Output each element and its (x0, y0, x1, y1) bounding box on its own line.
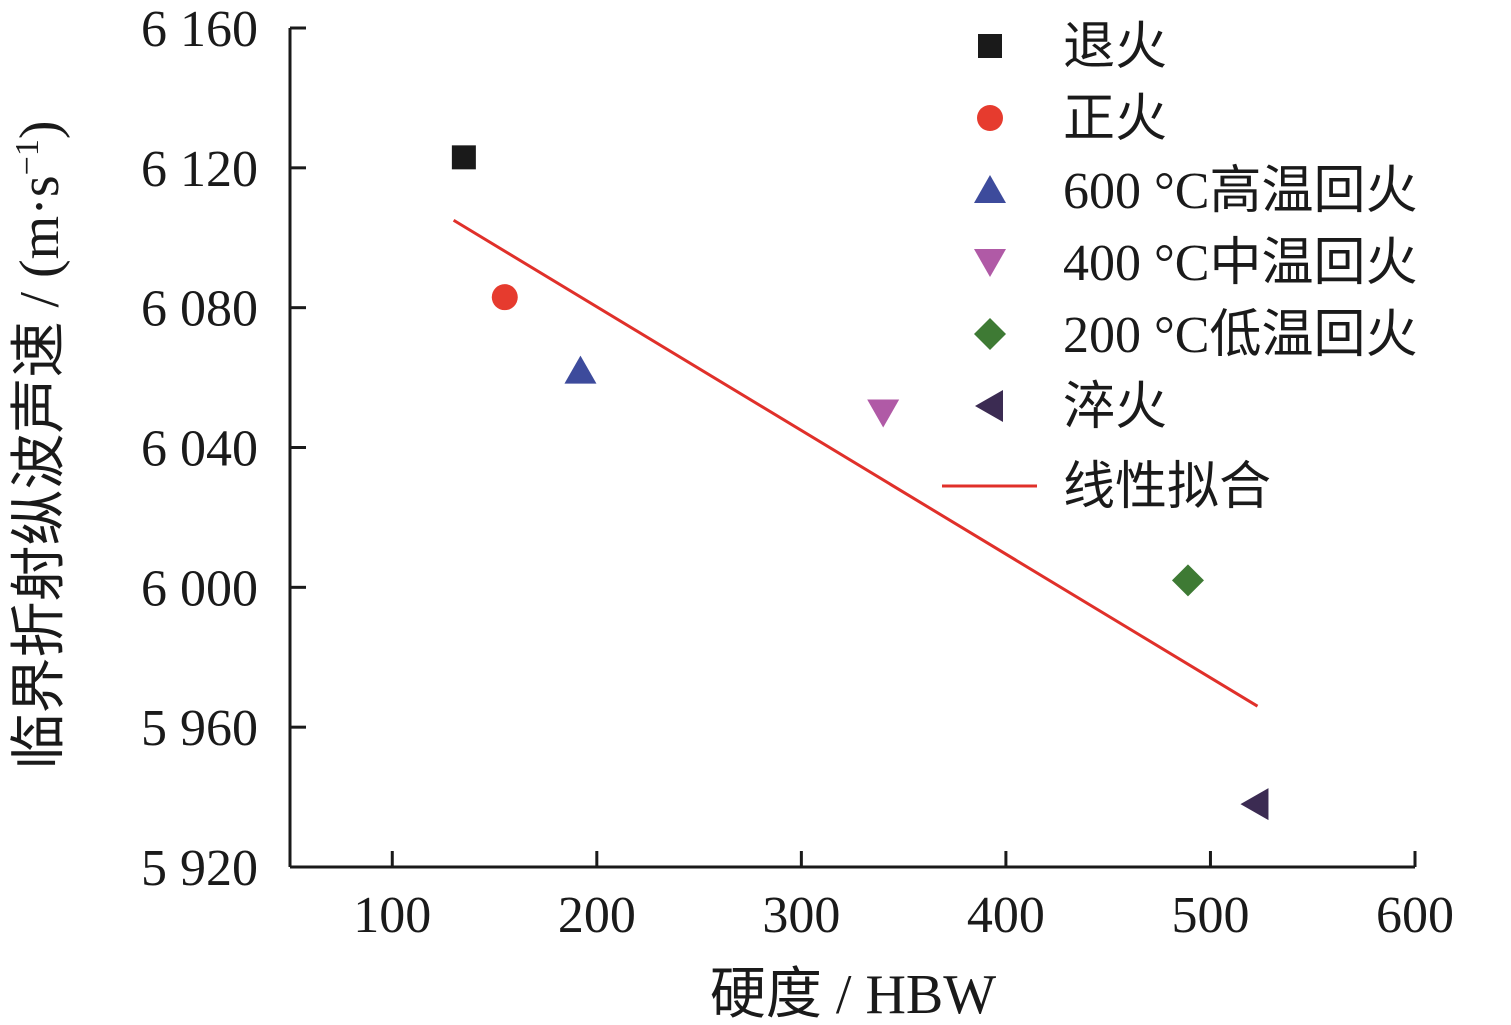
x-tick-label: 600 (1376, 887, 1454, 944)
data-point (491, 284, 518, 311)
y-axis-ticks: 5 920 5 960 6 000 6 040 6 080 6 120 6 160 (141, 1, 306, 897)
legend-marker (978, 34, 1002, 58)
y-axis-title-unit-exponent: −1 (9, 139, 46, 175)
legend-label: 400 °C中温回火 (1063, 235, 1417, 292)
legend-label: 200 °C低温回火 (1063, 307, 1417, 364)
y-axis-title: 临界折射纵波声速 / (m·s−1) (9, 120, 71, 769)
x-tick-label: 500 (1171, 887, 1249, 944)
fit-line-layer (452, 218, 1259, 708)
legend-label: 线性拟合 (1063, 459, 1271, 516)
legend-marker (974, 175, 1006, 203)
data-point (564, 355, 597, 384)
legend-label: 600 °C高温回火 (1063, 163, 1417, 220)
x-tick-label: 100 (353, 887, 431, 944)
fit-line (452, 218, 1259, 708)
legend-marker (975, 390, 1003, 422)
legend-label: 淬火 (1063, 379, 1167, 436)
y-tick-label: 5 920 (141, 840, 258, 897)
x-tick-label: 300 (762, 887, 840, 944)
x-tick-label: 200 (558, 887, 636, 944)
data-point (867, 399, 900, 428)
legend-label: 正火 (1063, 91, 1167, 148)
y-tick-label: 6 120 (141, 141, 258, 198)
x-axis-ticks: 100 200 300 400 500 600 (353, 851, 1454, 944)
data-points (451, 145, 1269, 821)
y-tick-label: 6 160 (141, 1, 258, 58)
x-axis-title: 硬度 / HBW (710, 964, 996, 1025)
legend-label: 退火 (1063, 19, 1167, 76)
y-tick-label: 6 040 (141, 421, 258, 478)
data-point (1240, 788, 1269, 821)
y-axis-title-main: 临界折射纵波声速 / (m·s (9, 175, 71, 769)
y-axis-title-close: ) (9, 120, 71, 139)
data-point (451, 145, 476, 170)
data-point (1171, 564, 1204, 597)
legend-marker (977, 105, 1003, 131)
y-tick-label: 6 000 (141, 560, 258, 617)
legend-marker (974, 318, 1006, 350)
legend-marker (974, 249, 1006, 277)
y-tick-label: 5 960 (141, 700, 258, 757)
y-tick-label: 6 080 (141, 281, 258, 338)
x-tick-label: 400 (967, 887, 1045, 944)
